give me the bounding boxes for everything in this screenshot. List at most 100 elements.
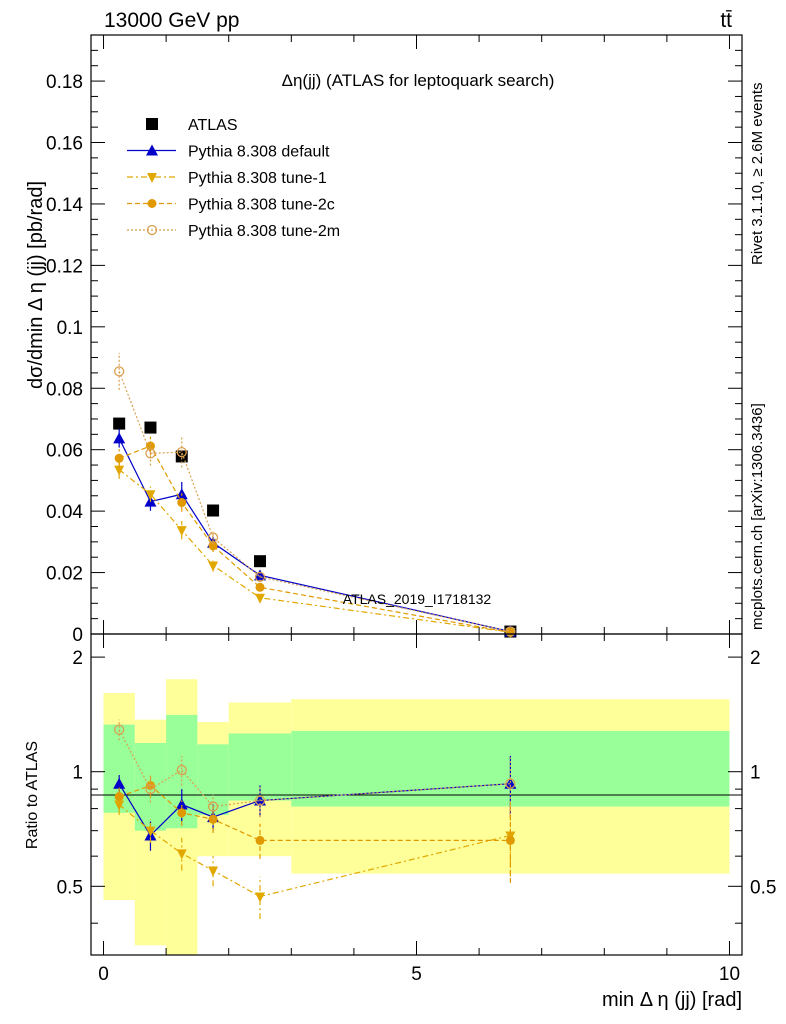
y-tick-label: 0.18 bbox=[46, 72, 83, 93]
x-tick-label: 10 bbox=[719, 964, 740, 985]
y-axis-label: dσ/dmin Δ η (jj) [pb/rad] bbox=[25, 181, 47, 389]
data-point bbox=[113, 432, 126, 444]
data-point bbox=[255, 593, 266, 604]
data-point bbox=[177, 498, 187, 508]
ratio-point bbox=[255, 892, 266, 903]
series-pythia-8-308-tune-2m bbox=[114, 352, 516, 637]
ratio-uncertainty-bands bbox=[103, 679, 730, 955]
ratio-y-tick-label: 0.5 bbox=[57, 877, 83, 898]
x-tick-label: 0 bbox=[98, 964, 109, 985]
inner-band bbox=[197, 744, 229, 815]
ratio-point bbox=[145, 826, 156, 837]
y-tick-label: 0.12 bbox=[46, 256, 83, 277]
data-point bbox=[145, 490, 156, 501]
ratio-y-tick-label: 2 bbox=[72, 648, 83, 669]
ratio-line bbox=[118, 804, 511, 898]
data-point bbox=[254, 555, 267, 568]
x-tick-labels: 0 5 10 bbox=[98, 964, 740, 985]
main-series-layer bbox=[113, 352, 517, 639]
ratio-series-layer bbox=[113, 719, 517, 920]
data-point bbox=[207, 532, 219, 543]
ratio-y-tick-labels: 0.5 0.5 1 1 2 2 bbox=[57, 648, 777, 898]
ratio-y-tick-label-right: 2 bbox=[750, 648, 761, 669]
ratio-point bbox=[176, 764, 187, 776]
y-tick-label: 0.06 bbox=[46, 441, 83, 462]
mcplots-label: mcplots.cern.ch [arXiv:1306.3436] bbox=[749, 403, 766, 630]
main-y-tick-labels: 0 0.02 0.04 0.06 0.08 0.1 0.12 0.14 0.16 0.18 bbox=[46, 72, 83, 646]
y-tick-label: 0.04 bbox=[46, 502, 83, 523]
ratio-series-pythia-8-308-tune-2m bbox=[114, 719, 516, 820]
data-point bbox=[505, 627, 515, 637]
data-point bbox=[144, 421, 157, 434]
ratio-y-axis-label: Ratio to ATLAS bbox=[24, 741, 41, 849]
y-tick-label: 0.1 bbox=[57, 318, 83, 339]
ratio-frame bbox=[90, 633, 743, 956]
series-line bbox=[118, 438, 511, 633]
ratio-point bbox=[505, 835, 515, 845]
ratio-y-tick-label: 1 bbox=[72, 763, 83, 784]
rivet-label: Rivet 3.1.10, ≥ 2.6M events bbox=[749, 83, 766, 266]
data-point bbox=[176, 446, 187, 458]
data-point bbox=[114, 465, 125, 476]
ratio-y-tick-label-right: 1 bbox=[750, 763, 761, 784]
legend-label: ATLAS bbox=[188, 117, 238, 134]
series-line bbox=[118, 371, 511, 633]
ratio-point bbox=[145, 783, 156, 795]
ratio-point bbox=[255, 835, 265, 845]
data-point bbox=[114, 453, 124, 463]
y-tick-label: 0.16 bbox=[46, 134, 83, 155]
ratio-ticks bbox=[91, 634, 742, 955]
ratio-point bbox=[113, 777, 126, 789]
y-tick-label: 0 bbox=[72, 625, 83, 646]
ratio-line bbox=[118, 784, 511, 842]
ratio-point bbox=[114, 724, 125, 735]
ratio-point bbox=[175, 798, 188, 810]
y-tick-label: 0.02 bbox=[46, 564, 83, 585]
legend: ATLAS Pythia 8.308 default Pythia 8.308 tu… bbox=[127, 117, 340, 240]
ratio-series-pythia-8-308-tune-1 bbox=[114, 794, 516, 920]
ratio-line bbox=[118, 729, 511, 808]
ratio-point bbox=[207, 801, 219, 812]
ratio-point bbox=[176, 849, 187, 860]
data-point bbox=[176, 526, 187, 537]
legend-marker bbox=[146, 144, 158, 156]
ratio-point bbox=[505, 778, 516, 789]
data-point bbox=[254, 571, 266, 583]
legend-label: Pythia 8.308 default bbox=[188, 144, 330, 161]
data-point bbox=[208, 561, 219, 572]
legend-label: Pythia 8.308 tune-1 bbox=[188, 170, 327, 187]
watermark: ATLAS_2019_I1718132 bbox=[343, 591, 492, 607]
data-point bbox=[113, 417, 126, 430]
data-point bbox=[254, 569, 267, 581]
energy-label: 13000 GeV pp bbox=[104, 9, 239, 32]
data-point bbox=[505, 626, 516, 637]
ratio-point bbox=[504, 777, 517, 789]
ratio-panel: 0.5 0.5 1 1 2 2 0 5 10 Ratio to ATLAS min Δ η (… bbox=[24, 633, 777, 1011]
series-pythia-8-308-tune-1 bbox=[114, 460, 516, 639]
ratio-point bbox=[114, 792, 124, 802]
legend-label: Pythia 8.308 tune-2m bbox=[188, 223, 340, 240]
main-panel: 0 0.02 0.04 0.06 0.08 0.1 0.12 0.14 0.16 0.18 Δη(… bbox=[25, 34, 743, 646]
ratio-point bbox=[208, 866, 219, 877]
process-label: tt̄ bbox=[720, 9, 732, 32]
chart-title: Δη(jj) (ATLAS for leptoquark search) bbox=[282, 71, 555, 90]
data-point bbox=[208, 541, 218, 551]
series-line bbox=[118, 445, 511, 634]
data-point bbox=[114, 366, 125, 377]
data-point bbox=[207, 504, 220, 517]
y-tick-label: 0.08 bbox=[46, 379, 83, 400]
legend-marker bbox=[147, 199, 157, 208]
legend-marker bbox=[146, 224, 158, 236]
data-point bbox=[145, 441, 155, 451]
legend-marker bbox=[146, 118, 158, 130]
legend-label: Pythia 8.308 tune-2c bbox=[188, 197, 335, 214]
ratio-point bbox=[254, 795, 266, 806]
y-tick-label: 0.14 bbox=[46, 195, 83, 216]
data-point bbox=[145, 448, 156, 459]
x-tick-label: 5 bbox=[411, 964, 422, 985]
legend-marker bbox=[147, 173, 157, 183]
ratio-y-tick-label-right: 0.5 bbox=[750, 877, 776, 898]
ratio-point bbox=[177, 808, 187, 818]
series-line bbox=[118, 469, 511, 633]
